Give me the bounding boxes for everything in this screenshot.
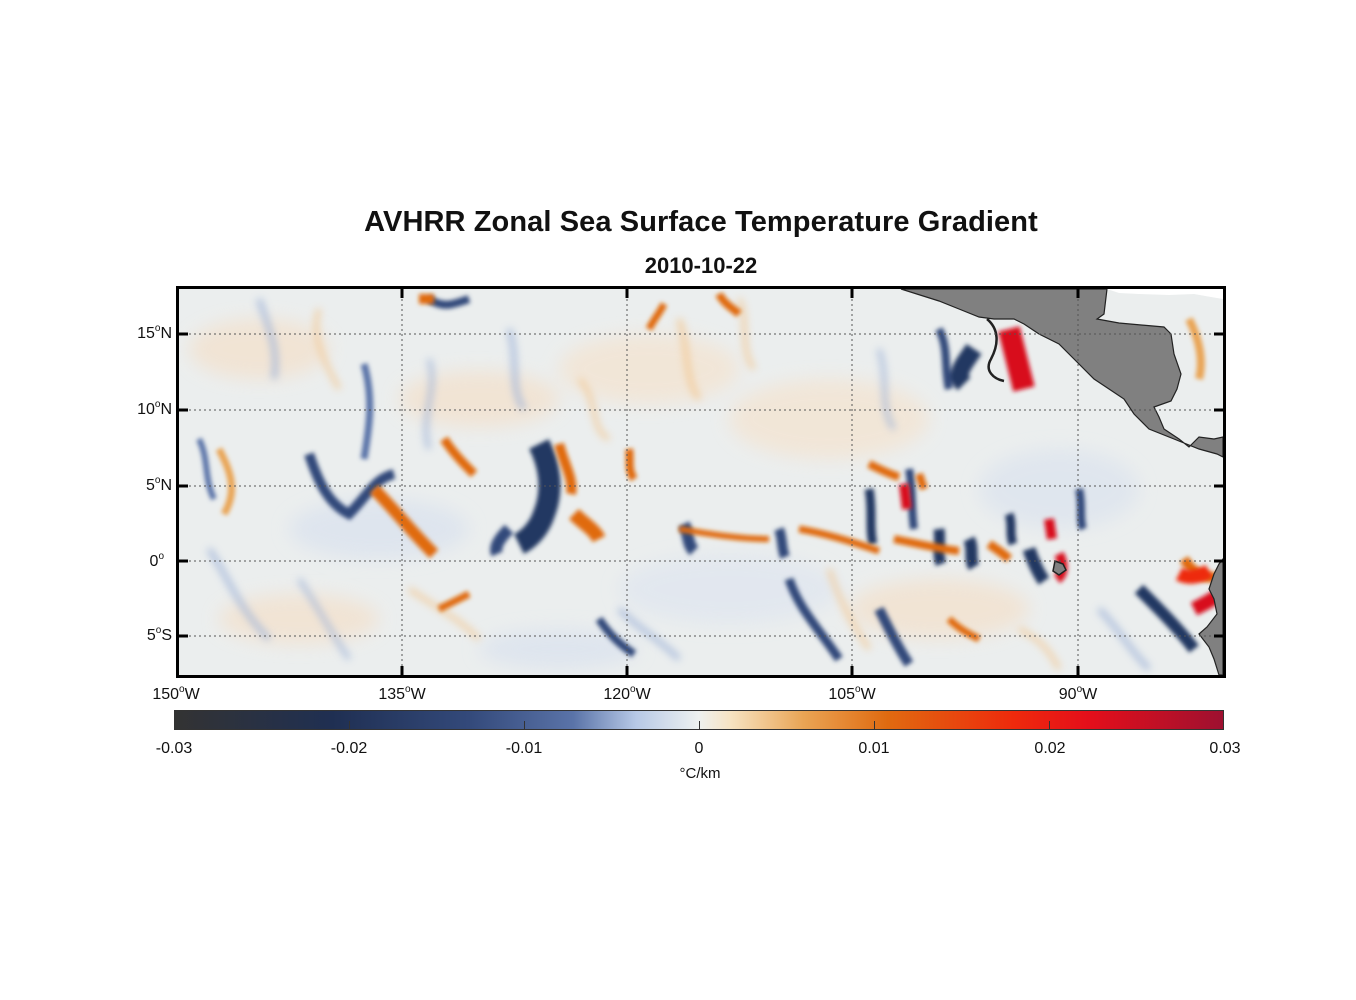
lat-label-10n: 10oN bbox=[137, 399, 172, 418]
coastline-bay bbox=[986, 318, 1005, 383]
lat-label-5s: 5oS bbox=[146, 625, 172, 644]
land-central-america-east bbox=[1107, 289, 1223, 299]
colorbar-tick bbox=[874, 721, 875, 730]
map-panel[interactable] bbox=[176, 286, 1226, 678]
island-galapagos bbox=[1052, 559, 1067, 576]
colorbar-tick-label: 0.03 bbox=[1209, 740, 1241, 757]
colorbar-tick bbox=[1049, 721, 1050, 730]
chart-title: AVHRR Zonal Sea Surface Temperature Grad… bbox=[364, 206, 1038, 238]
weak-gradient-features bbox=[206, 297, 1152, 672]
positive-gradient-features bbox=[215, 291, 1220, 643]
colorbar-tick-label: -0.02 bbox=[330, 740, 368, 757]
colorbar-tick-label: 0 bbox=[694, 740, 704, 757]
lat-label-5n: 5oN bbox=[145, 475, 172, 494]
colorbar-tick bbox=[699, 721, 700, 730]
lon-label-105w: 105oW bbox=[828, 684, 876, 703]
lon-label-150w: 150oW bbox=[152, 684, 200, 703]
negative-gradient-features bbox=[196, 295, 1199, 667]
chart-date: 2010-10-22 bbox=[644, 253, 758, 278]
sst-gradient-field bbox=[179, 289, 1223, 675]
colorbar-tick bbox=[349, 721, 350, 730]
lon-label-120w: 120oW bbox=[603, 684, 651, 703]
colorbar bbox=[174, 710, 1224, 730]
lon-label-90w: 90oW bbox=[1058, 684, 1098, 703]
graticule bbox=[179, 289, 1223, 675]
colorbar-tick-label: 0.01 bbox=[858, 740, 890, 757]
land-south-america bbox=[1198, 558, 1223, 675]
lat-label-0: 0o bbox=[149, 551, 164, 570]
land-central-america bbox=[900, 289, 1223, 458]
colorbar-tick-label: 0.02 bbox=[1034, 740, 1066, 757]
lat-label-15n: 15oN bbox=[137, 323, 172, 342]
lon-label-135w: 135oW bbox=[378, 684, 426, 703]
colorbar-units-label: °C/km bbox=[679, 765, 721, 782]
colorbar-tick bbox=[524, 721, 525, 730]
colorbar-tick-label: -0.01 bbox=[505, 740, 543, 757]
colorbar-tick-label: -0.03 bbox=[155, 740, 193, 757]
axis-ticks bbox=[179, 289, 1223, 675]
